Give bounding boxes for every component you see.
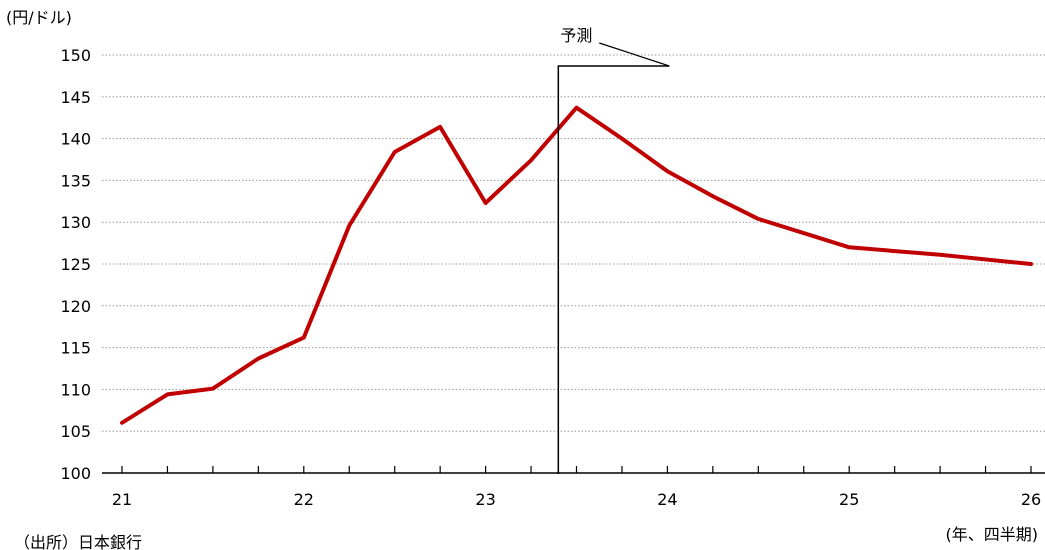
axes [102, 466, 1045, 474]
series-group [120, 105, 1033, 425]
x-tick-label: 21 [112, 490, 132, 509]
y-tick-label: 140 [60, 130, 91, 149]
y-tick-label: 120 [60, 297, 91, 316]
x-tick-label: 23 [475, 490, 495, 509]
y-tick-labels: 100 105 110 115 120 125 130 135 140 145 150 [60, 46, 91, 483]
y-tick-label: 150 [60, 46, 91, 65]
x-tick-label: 25 [839, 490, 859, 509]
forecast-leader-line [599, 42, 670, 67]
y-tick-label: 125 [60, 255, 91, 274]
y-tick-label: 115 [60, 339, 91, 358]
x-tick-label: 26 [1021, 490, 1041, 509]
forecast-annotation: 予測 [557, 26, 670, 474]
y-tick-label: 130 [60, 213, 91, 232]
exchange-rate-line [120, 105, 1033, 425]
forecast-label: 予測 [560, 26, 592, 45]
y-tick-label: 135 [60, 171, 91, 190]
y-tick-label: 145 [60, 88, 91, 107]
x-tick-labels: 21 22 23 24 25 26 [112, 490, 1041, 509]
y-tick-label: 105 [60, 422, 91, 441]
y-tick-label: 100 [60, 464, 91, 483]
y-tick-label: 110 [60, 380, 91, 399]
x-tick-label: 24 [657, 490, 677, 509]
x-unit-label: (年、四半期) [946, 525, 1039, 544]
y-unit-label: (円/ドル) [6, 8, 72, 27]
x-tick-label: 22 [294, 490, 314, 509]
forecast-divider [557, 65, 670, 474]
source-note: （出所）日本銀行 [14, 533, 142, 550]
